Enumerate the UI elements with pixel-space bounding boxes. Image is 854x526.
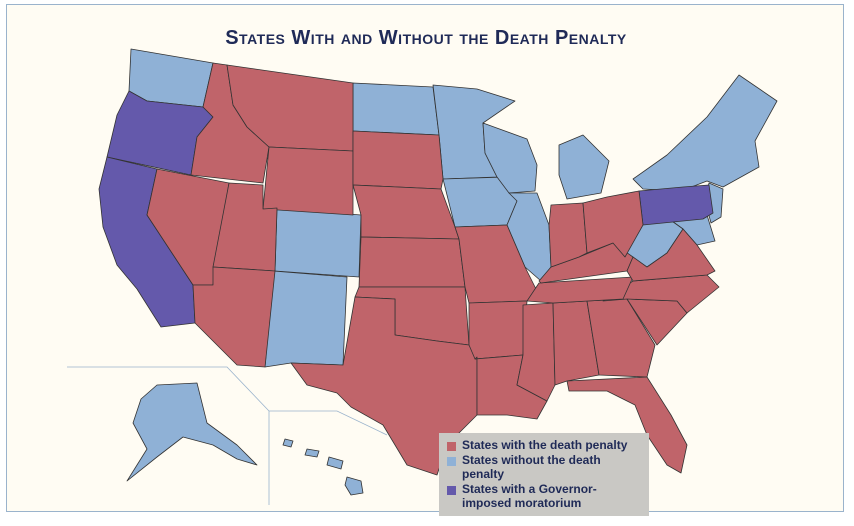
state-alaska [126,382,258,482]
legend-label: States without the death penalty [462,453,601,481]
state-colorado [274,207,362,278]
state-new-mexico [264,270,348,368]
legend-swatch [447,457,456,466]
alaska-inset-border [67,366,270,505]
map-legend: States with the death penalty States wit… [439,433,649,516]
state-tennessee [526,276,634,304]
legend-item-without: States without the death penalty [445,453,643,481]
state-wyoming [262,146,354,216]
state-south-dakota [352,130,444,190]
hawaii-inset-border [269,410,388,436]
state-north-dakota [352,82,440,136]
state-nebraska [352,184,460,240]
state-texas [290,296,478,476]
state-florida [566,376,688,474]
state-arizona [192,266,276,368]
state-hawaii [282,438,364,496]
legend-item-moratorium: States with a Governor-imposed moratoriu… [445,482,643,510]
state-arkansas [468,300,528,360]
state-ohio [582,190,644,258]
state-northeast [632,74,778,192]
state-mississippi [516,302,556,402]
state-kansas [358,236,466,288]
legend-item-with: States with the death penalty [445,438,643,452]
legend-swatch [447,442,456,451]
legend-label: States with a Governor-imposed moratoriu… [462,482,597,510]
map-title: States With and Without the Death Penalt… [225,27,627,49]
legend-swatch [447,486,456,495]
us-map [67,48,778,505]
map-frame: States With and Without the Death Penalt… [6,4,844,516]
state-michigan [558,134,610,200]
legend-label: States with the death penalty [462,438,628,452]
state-wisconsin [482,122,538,194]
state-virginia [626,228,716,282]
state-pennsylvania [638,184,714,226]
